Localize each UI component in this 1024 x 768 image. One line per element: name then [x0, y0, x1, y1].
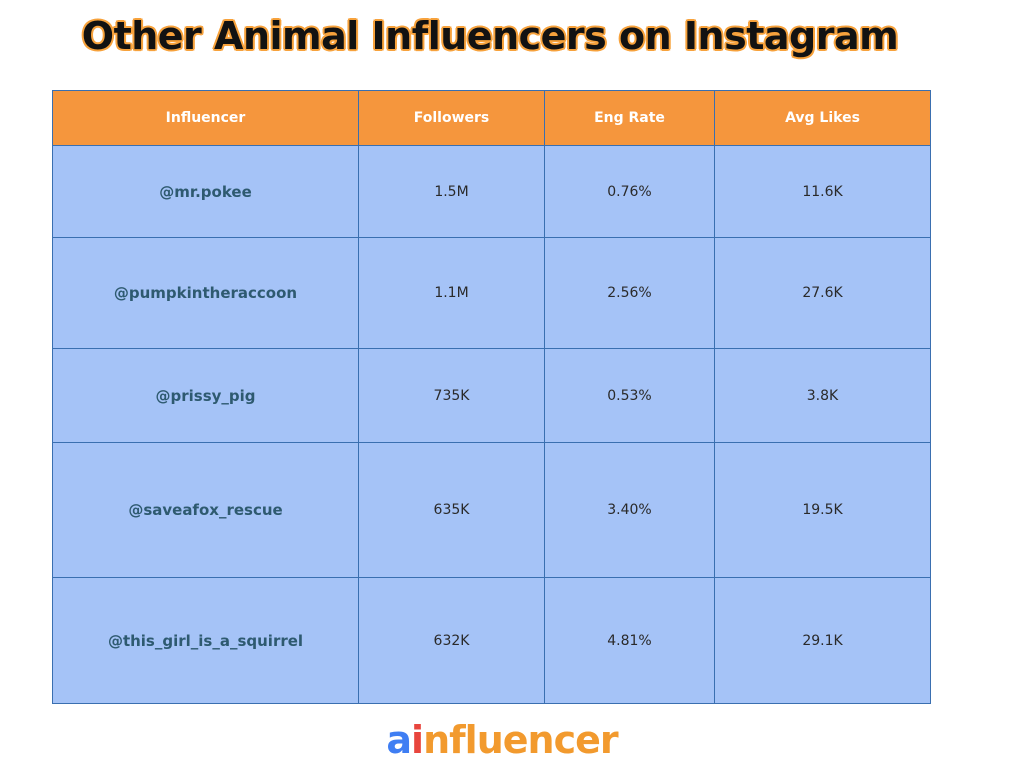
followers-cell: 1.5M: [358, 145, 545, 238]
avg-likes-cell: 29.1K: [714, 577, 931, 704]
eng-rate-cell: 0.53%: [544, 348, 715, 443]
table-header-row: Influencer Followers Eng Rate Avg Likes: [52, 90, 931, 146]
table-row: @mr.pokee 1.5M 0.76% 11.6K: [52, 145, 931, 238]
influencer-handle: @this_girl_is_a_squirrel: [52, 577, 359, 704]
eng-rate-cell: 0.76%: [544, 145, 715, 238]
column-header-followers: Followers: [358, 90, 545, 146]
avg-likes-cell: 27.6K: [714, 237, 931, 349]
influencer-handle: @mr.pokee: [52, 145, 359, 238]
table-row: @prissy_pig 735K 0.53% 3.8K: [52, 348, 931, 443]
column-header-avg-likes: Avg Likes: [714, 90, 931, 146]
avg-likes-cell: 11.6K: [714, 145, 931, 238]
ainfluencer-logo: ainfluencer: [0, 718, 1004, 762]
page-title: Other Animal Influencers on Instagram: [81, 14, 899, 58]
avg-likes-cell: 19.5K: [714, 442, 931, 578]
eng-rate-cell: 2.56%: [544, 237, 715, 349]
influencer-table: Influencer Followers Eng Rate Avg Likes …: [52, 90, 931, 704]
influencer-handle: @prissy_pig: [52, 348, 359, 443]
followers-cell: 1.1M: [358, 237, 545, 349]
avg-likes-cell: 3.8K: [714, 348, 931, 443]
influencer-handle: @pumpkintheraccoon: [52, 237, 359, 349]
followers-cell: 735K: [358, 348, 545, 443]
eng-rate-cell: 4.81%: [544, 577, 715, 704]
logo-word-rest: nfluencer: [423, 718, 619, 762]
logo-letter-i: i: [411, 718, 424, 762]
eng-rate-cell: 3.40%: [544, 442, 715, 578]
table-row: @saveafox_rescue 635K 3.40% 19.5K: [52, 442, 931, 578]
column-header-influencer: Influencer: [52, 90, 359, 146]
logo-letter-a: a: [386, 718, 412, 762]
followers-cell: 632K: [358, 577, 545, 704]
followers-cell: 635K: [358, 442, 545, 578]
column-header-eng-rate: Eng Rate: [544, 90, 715, 146]
table-row: @this_girl_is_a_squirrel 632K 4.81% 29.1…: [52, 577, 931, 704]
influencer-handle: @saveafox_rescue: [52, 442, 359, 578]
table-row: @pumpkintheraccoon 1.1M 2.56% 27.6K: [52, 237, 931, 349]
